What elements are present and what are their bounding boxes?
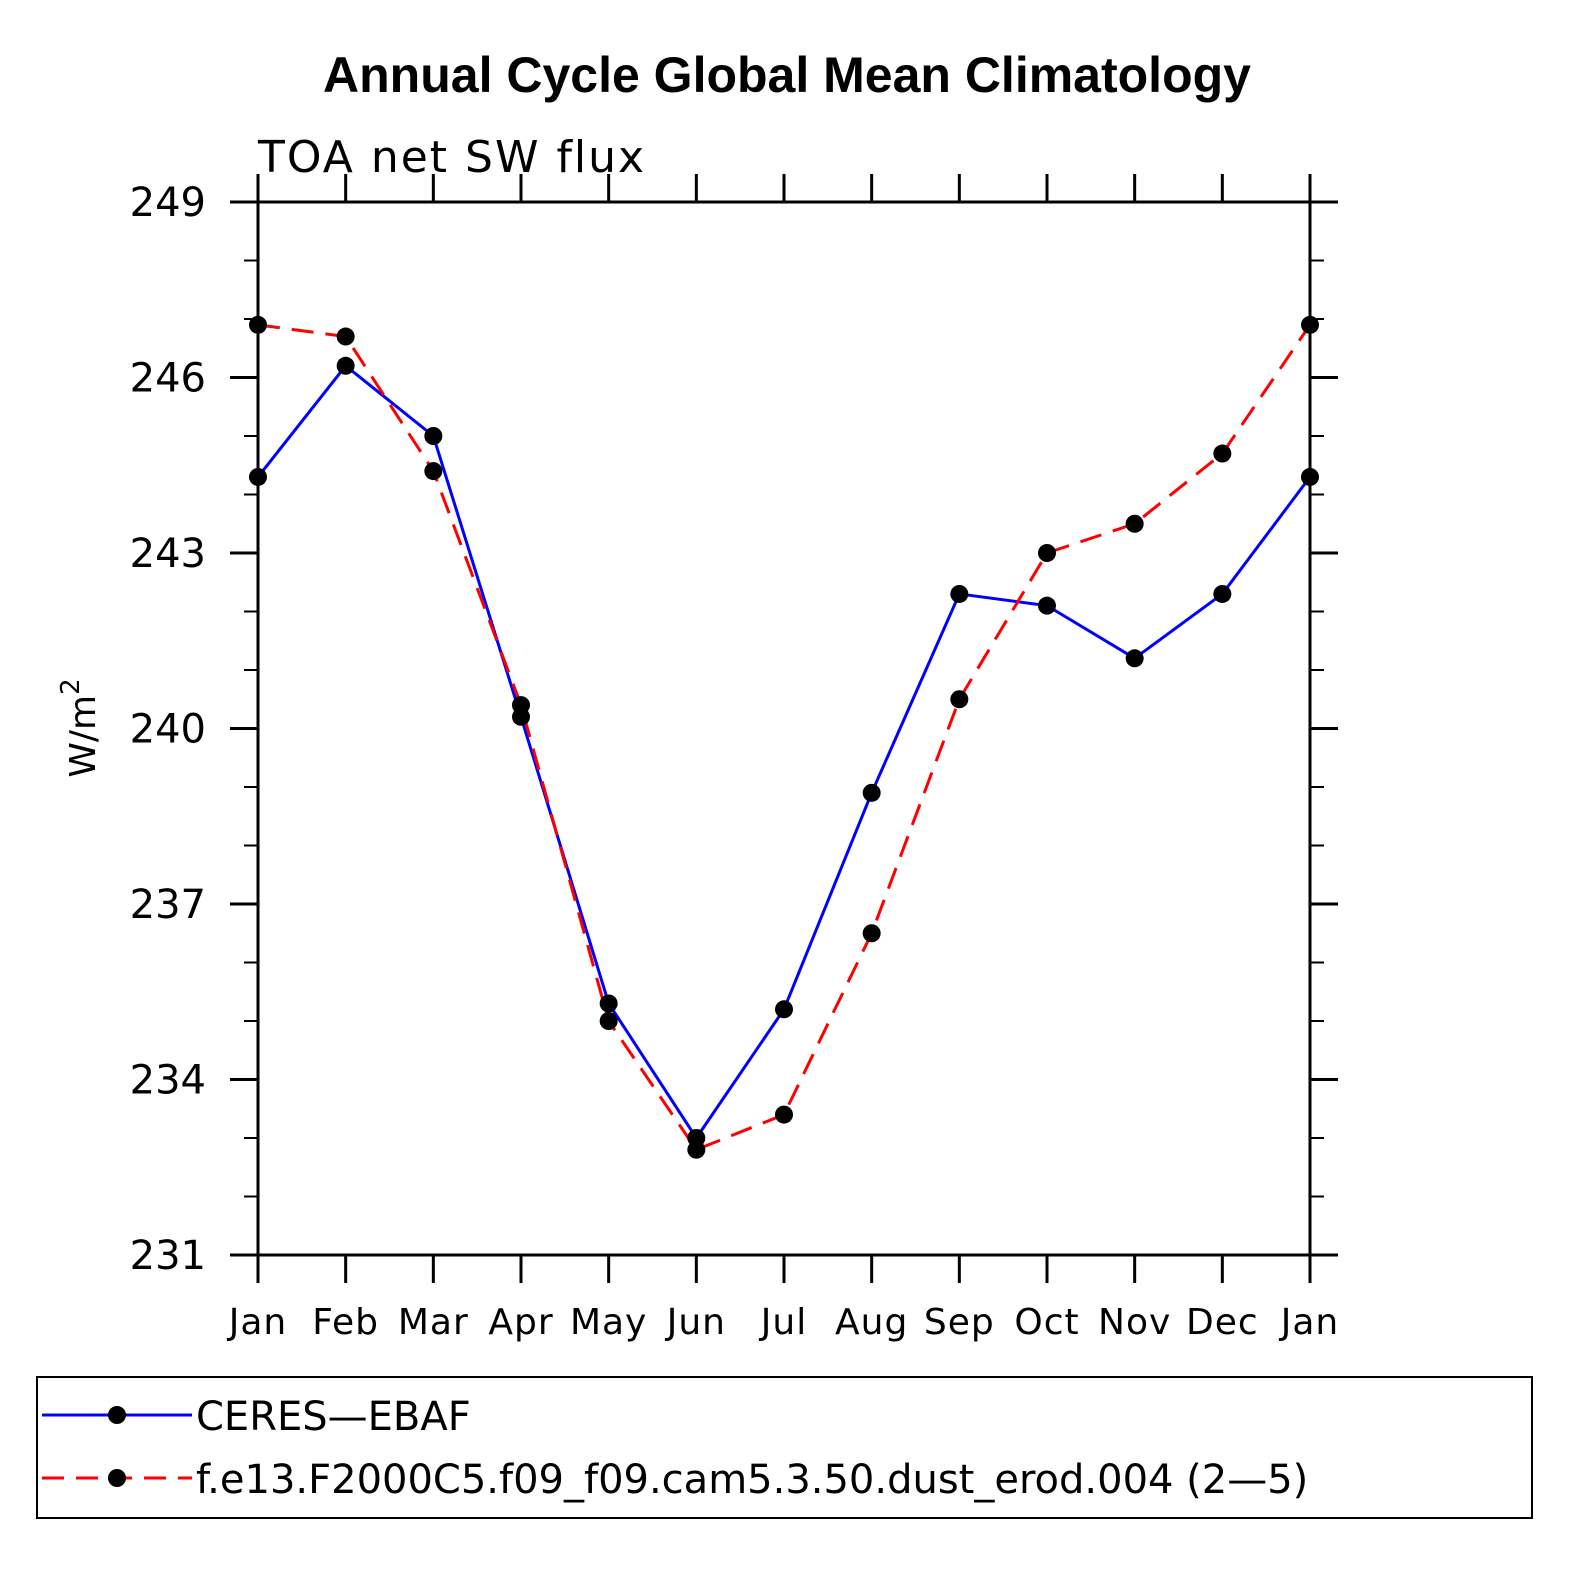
series-1-point [1301, 467, 1319, 486]
y-tick-label: 237 [130, 882, 206, 928]
series-1-point [862, 783, 881, 802]
y-tick-label: 234 [130, 1058, 206, 1104]
legend: CERES—EBAF f.e13.F2000C5.f09_f09.cam5.3.5… [42, 1394, 1308, 1503]
series-2-point [424, 462, 443, 481]
chart-title: Annual Cycle Global Mean Climatology [323, 47, 1251, 103]
series-1-point [775, 1000, 793, 1019]
series-line-1 [256, 363, 1312, 1141]
series-1-point [1038, 596, 1056, 615]
series-2-point [249, 315, 267, 334]
x-tick-label: Mar [398, 1302, 469, 1343]
x-tick-label: Jan [227, 1302, 288, 1343]
legend-label-1: CERES—EBAF [196, 1394, 471, 1440]
x-tick-label: Sep [924, 1302, 995, 1343]
series-1-point [1125, 649, 1144, 668]
y-axis-label-text: W/m [63, 695, 104, 778]
y-tick-label: 231 [130, 1233, 206, 1279]
series-2-point [512, 696, 530, 715]
y-tick-label: 243 [130, 531, 206, 577]
chart-subtitle: TOA net SW flux [257, 132, 646, 183]
y-tick-label: 249 [130, 180, 206, 226]
x-tick-label: Nov [1098, 1302, 1171, 1343]
legend-box [36, 1376, 1533, 1519]
y-tick-label: 246 [130, 356, 206, 402]
series-1-point [950, 584, 969, 603]
legend-marker-1 [108, 1406, 126, 1424]
series-1-point [424, 427, 443, 445]
x-tick-label: Feb [312, 1302, 379, 1343]
series-2-point [1213, 444, 1232, 463]
series-1-point [599, 994, 618, 1013]
y-tick-labels: 231 234 237 240 243 246 249 [130, 180, 206, 1279]
series-1-point [249, 467, 267, 486]
y-tick-label: 240 [130, 707, 206, 753]
x-tick-label: Jan [1279, 1302, 1340, 1343]
series-2-point [775, 1105, 793, 1124]
series-2-point [687, 1140, 706, 1159]
series-2-point [336, 327, 355, 346]
x-tick-label: Jun [665, 1302, 726, 1343]
x-tick-label: Apr [488, 1302, 553, 1343]
x-tick-label: Aug [835, 1302, 908, 1343]
legend-marker-2 [108, 1469, 126, 1487]
plot-area-border [256, 200, 1312, 1257]
plot-frame [256, 200, 1312, 1257]
series-2-point [599, 1012, 618, 1030]
series-line-2 [257, 323, 1312, 1152]
series-2-point [1125, 514, 1144, 533]
x-tick-label: Dec [1186, 1302, 1259, 1343]
legend-label-2: f.e13.F2000C5.f09_f09.cam5.3.50.dust_ero… [196, 1457, 1308, 1503]
y-axis-label-superscript: 2 [56, 678, 86, 695]
series-1-point [336, 356, 355, 375]
series-2-point [950, 690, 969, 709]
series-2-point [1038, 544, 1056, 562]
axis-ticks [230, 174, 1338, 1283]
x-tick-label: Jul [759, 1302, 807, 1343]
x-tick-label: Oct [1014, 1302, 1079, 1343]
y-axis-label: W/m2 [56, 678, 104, 777]
series-1-point [1213, 584, 1232, 603]
x-tick-labels: Jan Feb Mar Apr May Jun Jul Aug Sep Oct Nov Dec Jan [227, 1302, 1340, 1343]
series-2-point [1301, 315, 1319, 334]
series-2-point [862, 924, 881, 943]
series-group [249, 315, 1319, 1159]
x-tick-label: May [570, 1302, 647, 1343]
